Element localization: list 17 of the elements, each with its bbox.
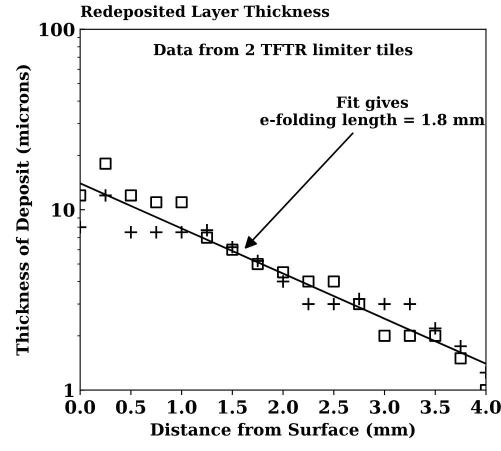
x-tick-label: 4.0 xyxy=(471,400,501,414)
y-axis-title: Thickness of Deposit (microns) xyxy=(16,65,32,356)
x-tick-label: 3.5 xyxy=(420,400,450,414)
x-tick-label: 1.0 xyxy=(168,400,196,414)
annotation: Fit gives e-folding length = 1.8 mm xyxy=(260,96,485,128)
x-tick-label: 3.0 xyxy=(370,400,400,414)
x-tick-label: 0.5 xyxy=(116,400,146,414)
chart-title: Redeposited Layer Thickness xyxy=(80,5,330,20)
y-tick-label: 100 xyxy=(40,22,74,36)
x-tick-label: 0.0 xyxy=(65,400,96,414)
x-tick-label: 2.5 xyxy=(319,400,348,414)
x-axis-title: Distance from Surface (mm) xyxy=(150,422,415,438)
annotation: Data from 2 TFTR limiter tiles xyxy=(154,44,412,56)
y-tick-label: 10 xyxy=(52,203,74,217)
y-tick-label: 1 xyxy=(64,384,74,397)
x-tick-label: 1.5 xyxy=(218,400,247,414)
x-tick-label: 2.0 xyxy=(268,400,298,414)
